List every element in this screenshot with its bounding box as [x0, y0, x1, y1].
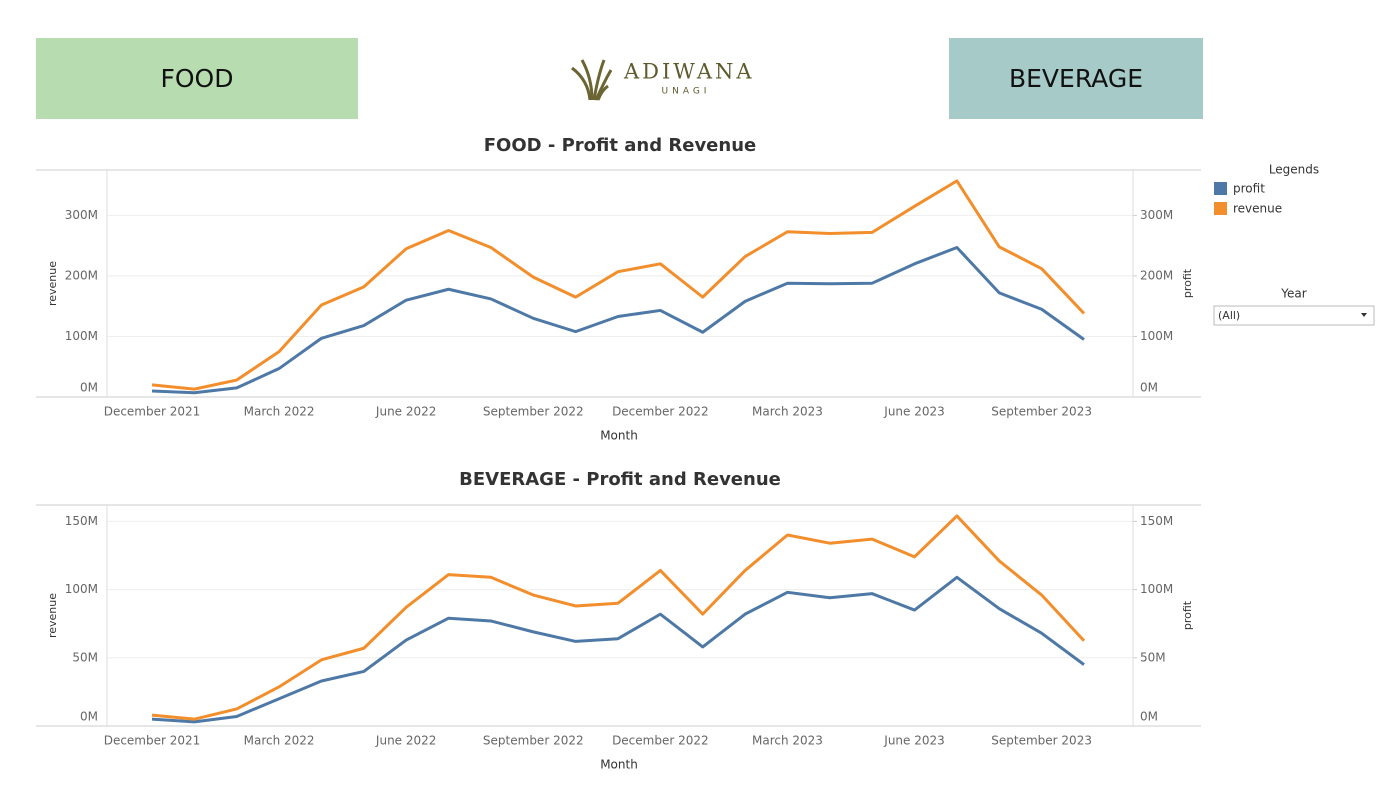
y2-axis-label: profit [1181, 600, 1194, 630]
x-tick-label: June 2022 [375, 734, 437, 748]
series-line [151, 575, 1085, 724]
x-tick-label: December 2022 [612, 734, 709, 748]
y-axis-label: revenue [46, 261, 59, 306]
legend-label: revenue [1233, 202, 1282, 216]
logo-name: ADIWANA [623, 60, 755, 84]
food-button[interactable] [36, 38, 358, 119]
filter-label: Year [1280, 287, 1306, 301]
x-axis-label: Month [600, 429, 638, 443]
beverage-button[interactable] [949, 38, 1203, 119]
x-tick-label: September 2022 [483, 405, 584, 419]
x-tick-label: June 2022 [375, 405, 437, 419]
x-tick-label: March 2023 [752, 734, 823, 748]
y-tick-label: 200M [65, 268, 98, 282]
y2-tick-label: 300M [1140, 208, 1173, 222]
chart-title: BEVERAGE - Profit and Revenue [459, 469, 781, 490]
y-tick-label: 0M [80, 710, 98, 724]
x-tick-label: December 2021 [104, 734, 201, 748]
y2-tick-label: 150M [1140, 514, 1173, 528]
legend-title: Legends [1269, 163, 1319, 177]
x-axis-label: Month [600, 758, 638, 772]
series-line [151, 514, 1086, 721]
x-tick-label: June 2023 [883, 405, 945, 419]
legend-label: profit [1233, 182, 1265, 196]
y2-axis-label: profit [1181, 268, 1194, 298]
chart-title: FOOD - Profit and Revenue [484, 135, 756, 156]
x-tick-label: September 2023 [991, 734, 1092, 748]
x-tick-label: March 2022 [244, 405, 315, 419]
series-line [151, 179, 1086, 391]
x-tick-label: September 2023 [991, 405, 1092, 419]
year-dropdown-value[interactable]: (All) [1218, 309, 1240, 322]
y-tick-label: 50M [72, 650, 98, 664]
y-tick-label: 100M [65, 329, 98, 343]
y-tick-label: 150M [65, 514, 98, 528]
y-axis-label: revenue [46, 593, 59, 638]
y2-tick-label: 0M [1140, 710, 1158, 724]
y2-tick-label: 100M [1140, 329, 1173, 343]
logo-sub: UNAGI [662, 87, 711, 97]
dropdown-arrow[interactable] [1361, 313, 1367, 317]
y-tick-label: 300M [65, 208, 98, 222]
x-tick-label: December 2022 [612, 405, 709, 419]
food-button-label[interactable]: FOOD [161, 64, 234, 93]
x-tick-label: December 2021 [104, 405, 201, 419]
x-tick-label: March 2022 [244, 734, 315, 748]
y2-tick-label: 50M [1140, 650, 1166, 664]
series-line [151, 245, 1085, 395]
y2-tick-label: 0M [1140, 381, 1158, 395]
y2-tick-label: 200M [1140, 268, 1173, 282]
x-tick-label: March 2023 [752, 405, 823, 419]
x-tick-label: June 2023 [883, 734, 945, 748]
year-dropdown[interactable] [1213, 305, 1375, 326]
y-tick-label: 100M [65, 582, 98, 596]
y-tick-label: 0M [80, 381, 98, 395]
legend-swatch [1214, 182, 1227, 195]
y2-tick-label: 100M [1140, 582, 1173, 596]
beverage-button-label[interactable]: BEVERAGE [1009, 64, 1143, 93]
x-tick-label: September 2022 [483, 734, 584, 748]
logo-icon [571, 59, 613, 101]
legend-swatch [1214, 202, 1227, 215]
